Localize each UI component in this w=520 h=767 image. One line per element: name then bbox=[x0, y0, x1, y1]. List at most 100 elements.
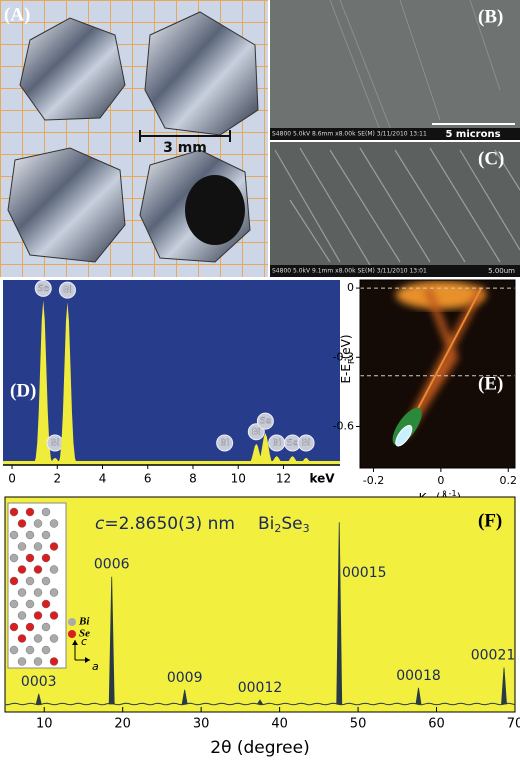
panel-e: -0.200.20-0.3-0.6K// (Å-1)E-EF(eV)(E) bbox=[333, 279, 518, 508]
peak bbox=[212, 463, 237, 465]
peak bbox=[35, 693, 42, 705]
scale-label: 3 mm bbox=[163, 140, 207, 156]
atom bbox=[41, 553, 51, 563]
y-axis-label-part: (eV) bbox=[339, 334, 353, 359]
sem-c: S4800 5.0kV 9.1mm x8.00k SE(M) 3/11/2010… bbox=[270, 142, 520, 277]
x-tick-label: 0.2 bbox=[500, 474, 518, 487]
dirac-point bbox=[395, 424, 413, 447]
atom bbox=[9, 599, 19, 609]
atom bbox=[9, 507, 19, 517]
photo-a: (A) 3 mm bbox=[0, 0, 268, 277]
peak-label: 0003 bbox=[21, 674, 57, 690]
legend-label: Se bbox=[79, 628, 90, 640]
panel-label: (E) bbox=[478, 373, 503, 394]
x-tick-label: 6 bbox=[144, 472, 152, 486]
atom bbox=[17, 588, 27, 597]
x-tick-label: 70 bbox=[507, 717, 520, 732]
atom bbox=[33, 519, 43, 528]
atom bbox=[49, 634, 59, 643]
x-axis-label-part: -1 bbox=[449, 489, 457, 498]
peak bbox=[501, 667, 507, 705]
atom bbox=[41, 576, 51, 586]
crystal-inset bbox=[7, 502, 90, 669]
peak bbox=[43, 457, 68, 465]
atom bbox=[41, 645, 51, 655]
atom bbox=[9, 530, 19, 540]
atom bbox=[17, 634, 27, 643]
sem-info: S4800 5.0kV 8.6mm x8.00k SE(M) 3/11/2010… bbox=[272, 131, 427, 138]
plot-background bbox=[3, 280, 340, 465]
x-tick-label: 60 bbox=[428, 717, 445, 732]
peak bbox=[264, 456, 289, 465]
axis-arrow-label: a bbox=[92, 660, 99, 673]
peak-label: Se bbox=[38, 284, 50, 294]
peak-label: 00018 bbox=[396, 668, 441, 684]
peak-label-bubble bbox=[34, 279, 52, 297]
peak-label: Se bbox=[260, 417, 272, 427]
atom bbox=[17, 519, 27, 528]
atom bbox=[25, 622, 35, 632]
x-tick-label: 0 bbox=[8, 472, 16, 486]
atom bbox=[17, 611, 27, 620]
atom bbox=[25, 599, 35, 609]
atom bbox=[33, 565, 43, 574]
atom bbox=[17, 657, 27, 666]
panel-label: (F) bbox=[478, 510, 502, 531]
formula-part: Bi bbox=[258, 514, 274, 534]
peak-label: 0009 bbox=[167, 670, 203, 686]
x-tick-label: 50 bbox=[350, 717, 367, 732]
atom bbox=[33, 542, 43, 551]
atom bbox=[49, 611, 59, 620]
x-tick-label: 30 bbox=[193, 717, 210, 732]
peak-label: Bi bbox=[252, 427, 261, 437]
y-tick-label: -0.3 bbox=[333, 350, 354, 363]
scale-label: 5 microns bbox=[445, 129, 500, 140]
peak bbox=[31, 300, 56, 465]
atom bbox=[17, 542, 27, 551]
atom bbox=[41, 599, 51, 609]
peak-label: Bi bbox=[272, 439, 281, 449]
atom bbox=[41, 622, 51, 632]
x-tick-label: 10 bbox=[231, 472, 246, 486]
formula-part: 3 bbox=[303, 522, 310, 535]
plot-background bbox=[4, 496, 516, 713]
atom bbox=[33, 634, 43, 643]
atom bbox=[9, 553, 19, 563]
x-tick-label: -0.2 bbox=[363, 474, 384, 487]
peak-label: 0006 bbox=[94, 557, 130, 573]
atom bbox=[33, 611, 43, 620]
plot-frame bbox=[359, 279, 516, 469]
scale-label: 5.00um bbox=[488, 267, 515, 275]
x-tick-label: 20 bbox=[114, 717, 131, 732]
peak bbox=[336, 522, 343, 705]
sem-info: S4800 5.0kV 9.1mm x8.00k SE(M) 3/11/2010… bbox=[272, 268, 427, 275]
lattice-annotation: c=2.8650(3) nm bbox=[95, 514, 235, 534]
panel-label: (B) bbox=[478, 6, 503, 27]
x-axis-label: keV bbox=[309, 472, 335, 486]
formula-part: Se bbox=[281, 514, 302, 534]
atom bbox=[33, 657, 43, 666]
legend-swatch bbox=[68, 618, 76, 626]
peak-label-bubble bbox=[297, 434, 315, 452]
peak-label: 00012 bbox=[238, 680, 283, 696]
x-tick-label: 0 bbox=[437, 474, 444, 487]
peak-label: 00015 bbox=[342, 565, 387, 581]
atom bbox=[49, 519, 59, 528]
atom bbox=[49, 565, 59, 574]
y-tick-label: -0.6 bbox=[333, 419, 354, 432]
panel-label: (D) bbox=[10, 380, 36, 401]
atom bbox=[25, 576, 35, 586]
atom bbox=[49, 657, 59, 666]
peak bbox=[415, 687, 422, 705]
x-axis-label: 2θ (degree) bbox=[210, 738, 309, 758]
peak-label: Bi bbox=[220, 439, 229, 449]
panel-f: 0003 0006 0009 00012 00015 00018 00021 10 20 30 40… bbox=[4, 496, 520, 758]
x-tick-label: 4 bbox=[99, 472, 107, 486]
axis-arrow-label: c bbox=[81, 635, 87, 648]
noise-floor bbox=[3, 461, 340, 465]
panel-label: (A) bbox=[4, 4, 30, 25]
atom bbox=[9, 645, 19, 655]
peak bbox=[280, 456, 305, 465]
